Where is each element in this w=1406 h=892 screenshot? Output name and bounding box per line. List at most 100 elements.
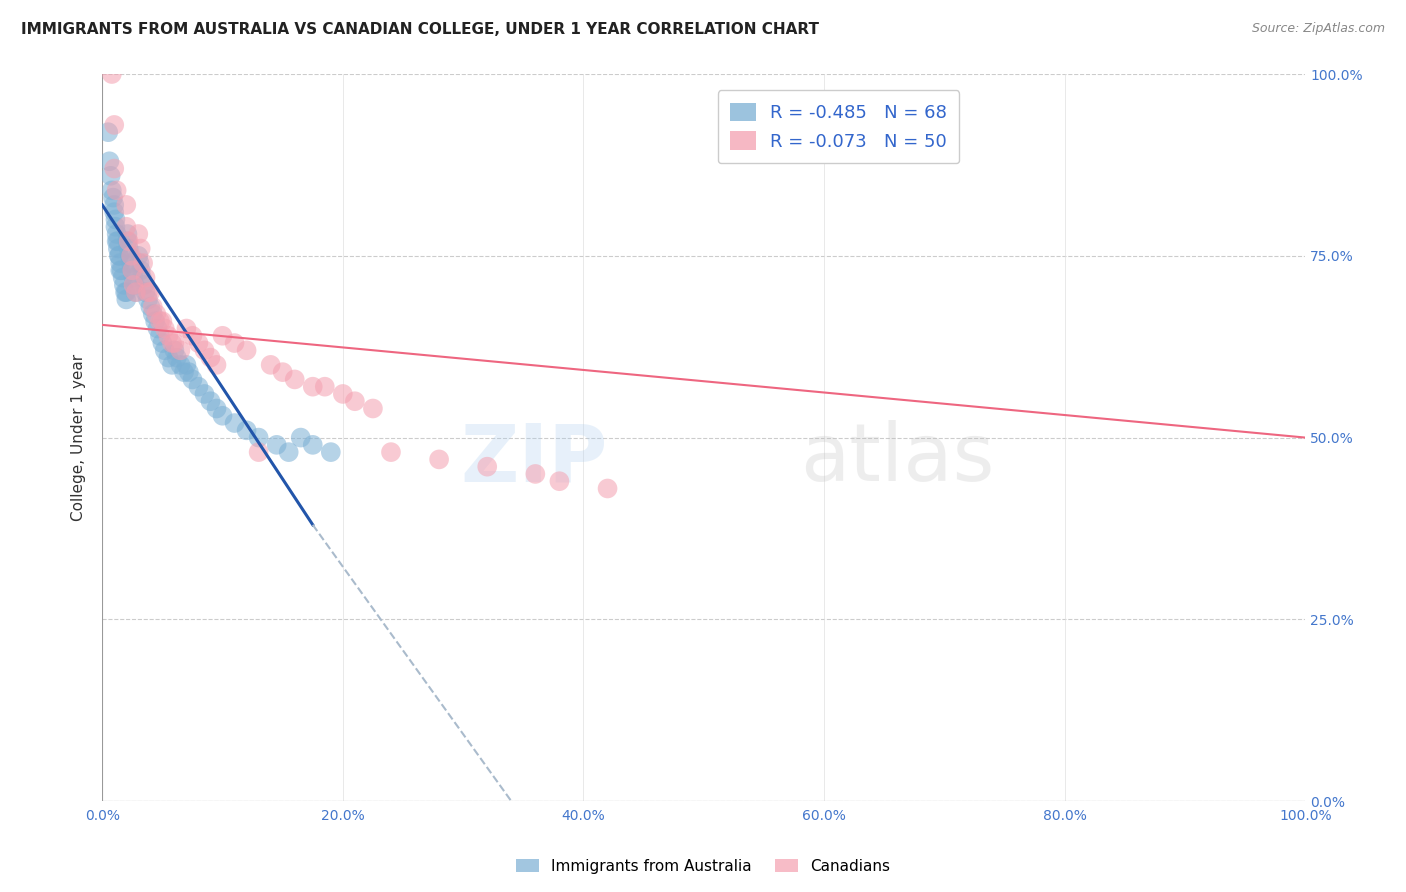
Point [127,249,149,263]
Point [101,183,124,197]
Point [266,438,288,452]
Point [103,161,125,176]
Point [301,438,323,452]
Point [104,212,127,227]
Point [125,285,148,300]
Point [524,467,547,481]
Point [247,431,270,445]
Point [97,125,120,139]
Point [173,365,195,379]
Point [224,416,246,430]
Point [187,336,209,351]
Point [120,256,142,270]
Point [224,336,246,351]
Point [343,394,366,409]
Point [142,307,165,321]
Point [146,321,169,335]
Point [301,380,323,394]
Point [114,285,136,300]
Point [193,343,215,358]
Point [142,300,165,314]
Point [107,242,129,256]
Point [200,351,222,365]
Point [153,343,176,358]
Point [105,234,128,248]
Point [284,372,307,386]
Point [181,328,204,343]
Point [108,249,131,263]
Point [277,445,299,459]
Point [115,285,138,300]
Point [136,293,159,307]
Point [143,314,166,328]
Point [596,482,619,496]
Point [477,459,499,474]
Point [105,227,128,241]
Point [157,351,180,365]
Point [108,249,131,263]
Point [145,307,167,321]
Point [166,351,188,365]
Point [115,198,138,212]
Point [181,372,204,386]
Point [125,285,148,300]
Point [149,314,172,328]
Point [129,263,152,277]
Point [103,205,125,219]
Text: IMMIGRANTS FROM AUSTRALIA VS CANADIAN COLLEGE, UNDER 1 YEAR CORRELATION CHART: IMMIGRANTS FROM AUSTRALIA VS CANADIAN CO… [21,22,820,37]
Point [169,358,191,372]
Point [134,277,156,292]
Point [111,270,134,285]
Point [110,263,132,277]
Point [131,270,153,285]
Point [120,249,142,263]
Point [124,277,146,292]
Point [101,191,124,205]
Point [271,365,294,379]
Point [260,358,283,372]
Point [163,336,186,351]
Point [107,234,129,248]
Point [110,263,132,277]
Point [247,445,270,459]
Point [127,227,149,241]
Point [121,263,143,277]
Point [187,380,209,394]
Point [319,445,342,459]
Text: Source: ZipAtlas.com: Source: ZipAtlas.com [1251,22,1385,36]
Point [314,380,336,394]
Point [380,445,402,459]
Point [101,67,124,81]
Point [160,336,183,351]
Point [121,263,143,277]
Point [427,452,450,467]
Point [132,256,155,270]
Point [122,277,145,292]
Point [103,198,125,212]
Point [118,249,141,263]
Legend: Immigrants from Australia, Canadians: Immigrants from Australia, Canadians [510,853,896,880]
Point [177,365,200,379]
Point [118,234,141,248]
Point [103,118,125,132]
Point [150,314,173,328]
Y-axis label: College, Under 1 year: College, Under 1 year [72,354,86,521]
Point [118,242,141,256]
Point [117,227,139,241]
Point [100,169,122,183]
Point [129,242,152,256]
Point [112,277,135,292]
Point [361,401,384,416]
Point [290,431,312,445]
Point [193,387,215,401]
Point [211,409,233,423]
Point [135,285,157,300]
Point [117,234,139,248]
Point [150,336,173,351]
Point [235,423,257,437]
Point [163,343,186,358]
Text: ZIP: ZIP [460,420,607,499]
Point [98,154,121,169]
Point [211,328,233,343]
Point [110,256,132,270]
